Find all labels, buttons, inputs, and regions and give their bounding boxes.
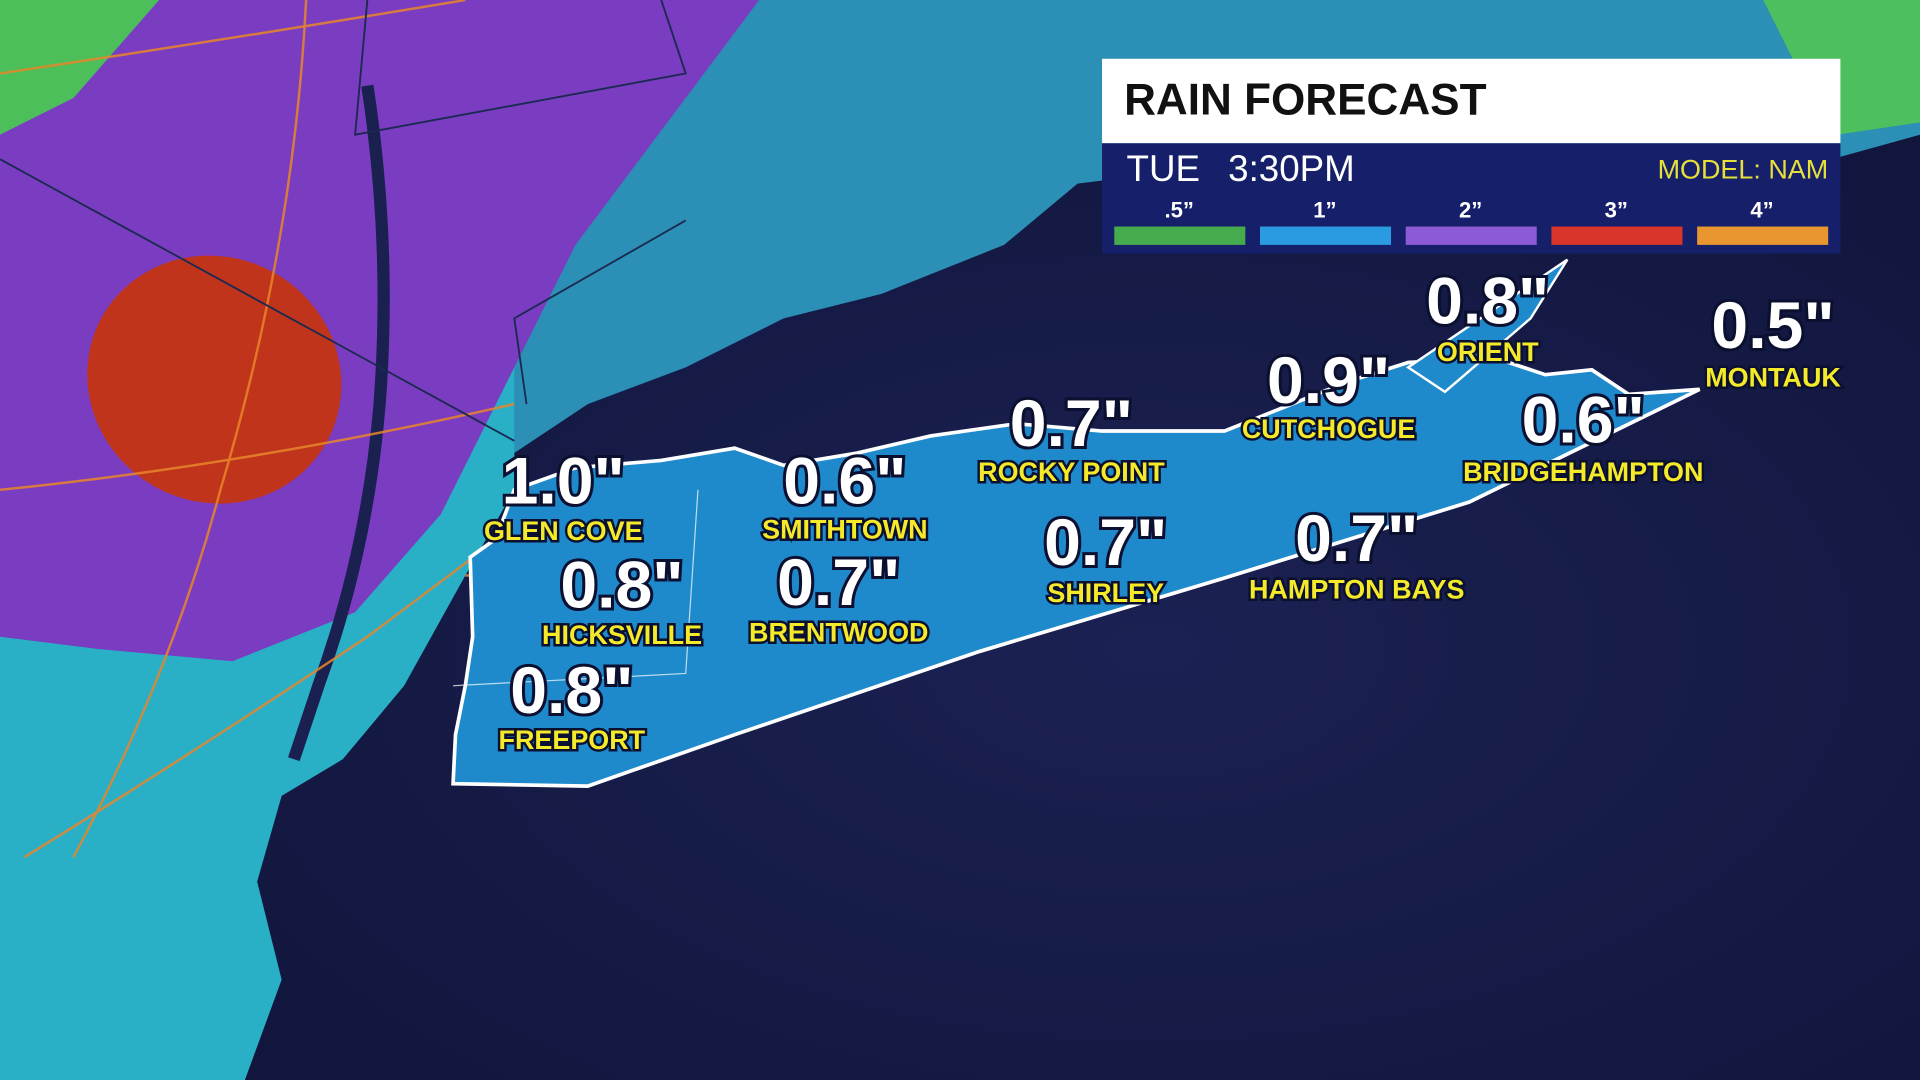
location-name: SMITHTOWN: [762, 515, 928, 545]
location-name: BRENTWOOD: [749, 617, 928, 647]
legend-swatch: [1405, 226, 1537, 245]
time: 3:30PM: [1228, 148, 1355, 189]
rain-amount: 0.8": [1426, 265, 1549, 339]
legend-label: 1”: [1313, 198, 1336, 223]
day: TUE: [1127, 148, 1200, 189]
rain-amount: 0.6": [1522, 383, 1645, 457]
legend-label: 3”: [1605, 198, 1628, 223]
rain-amount: 0.7": [777, 546, 900, 620]
rain-amount: 0.9": [1267, 344, 1390, 418]
rain-amount: 0.5": [1711, 289, 1834, 363]
county-line: [453, 489, 699, 687]
rain-area-green: [0, 0, 160, 135]
rain-area-green: [1763, 0, 1920, 135]
location-name: BRIDGEHAMPTON: [1463, 457, 1703, 487]
legend-swatch: [1114, 226, 1246, 245]
location-name: HICKSVILLE: [542, 620, 702, 650]
rain-amount: 0.8": [560, 549, 683, 623]
location-name: CUTCHOGUE: [1242, 414, 1416, 444]
north-fork: [1405, 258, 1569, 394]
legend: .5” 1” 2” 3” 4”: [1114, 198, 1829, 245]
rain-amount: 0.6": [783, 445, 906, 519]
title: RAIN FORECAST: [1124, 75, 1486, 124]
title-bar: [1102, 58, 1841, 144]
long-island: [451, 355, 1701, 788]
borders: [0, 0, 687, 442]
location-name: GLEN COVE: [484, 516, 643, 546]
location-name: FREEPORT: [499, 725, 646, 755]
legend-label: 4”: [1750, 198, 1773, 223]
location-name: MONTAUK: [1705, 363, 1841, 393]
model: MODEL: NAM: [1658, 155, 1829, 185]
rain-area-red: [87, 255, 342, 504]
rain-amount: 0.7": [1295, 502, 1418, 576]
rain-amount: 1.0": [502, 445, 625, 519]
rain-amount: 0.7": [1010, 387, 1133, 461]
river: [288, 84, 390, 762]
location-name: ORIENT: [1437, 337, 1539, 367]
legend-swatch: [1697, 226, 1829, 245]
rain-amount: 0.7": [1044, 506, 1167, 580]
location-name: SHIRLEY: [1047, 578, 1164, 608]
rain-amount: 0.8": [510, 654, 633, 728]
location-name: HAMPTON BAYS: [1249, 575, 1464, 605]
legend-swatch: [1260, 226, 1392, 245]
legend-swatch: [1551, 226, 1683, 245]
location-name: ROCKY POINT: [978, 457, 1165, 487]
legend-label: 2”: [1459, 198, 1482, 223]
legend-label: .5”: [1164, 198, 1193, 223]
